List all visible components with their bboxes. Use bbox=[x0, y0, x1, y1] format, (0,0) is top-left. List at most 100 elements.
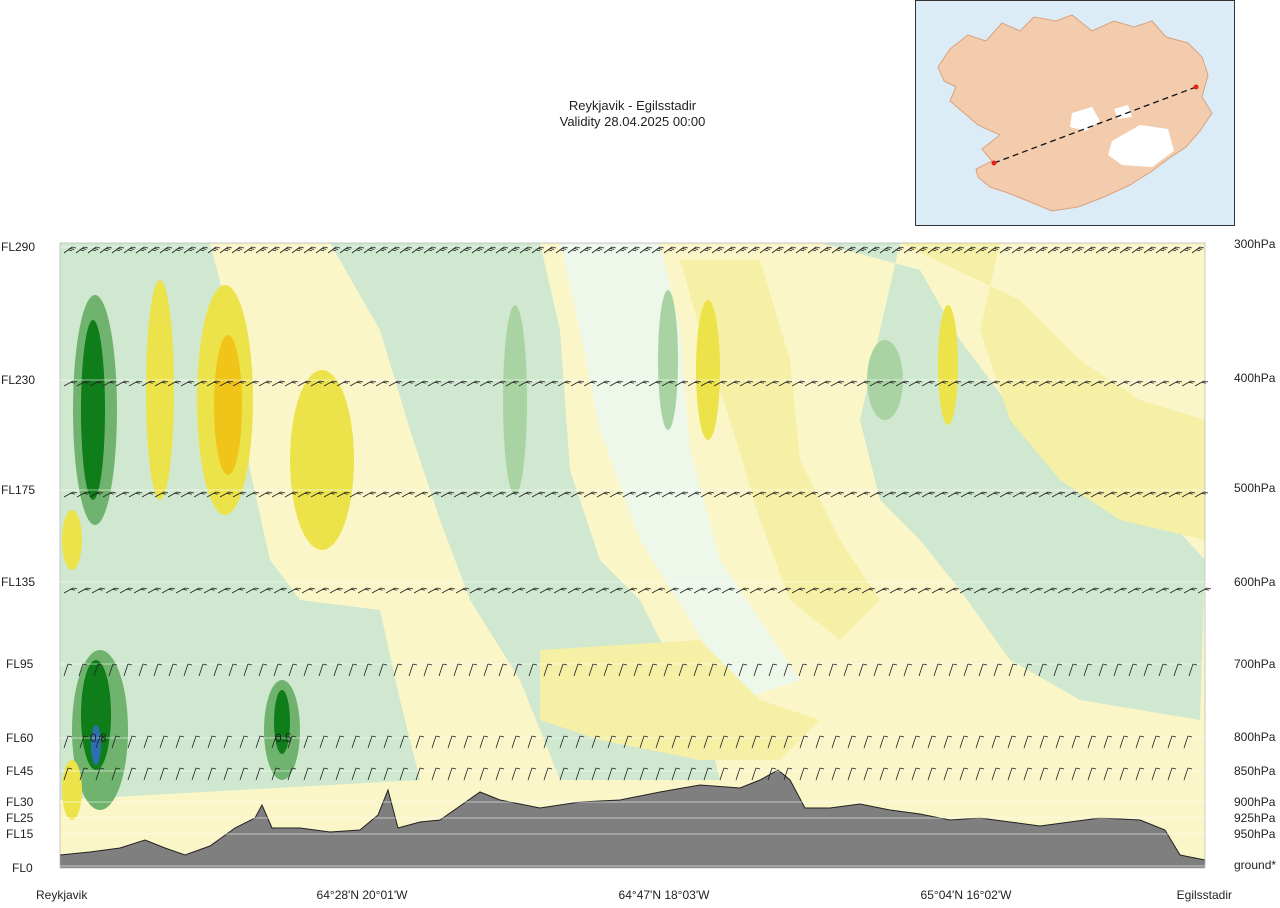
wind-barb bbox=[960, 380, 975, 387]
left-tick-label: FL60 bbox=[6, 731, 34, 745]
wind-barb bbox=[1168, 491, 1183, 498]
wind-barb bbox=[219, 380, 234, 387]
wind-barb bbox=[911, 767, 921, 781]
wind-barb bbox=[455, 587, 470, 594]
wind-barb bbox=[531, 246, 545, 254]
wind-barb bbox=[975, 767, 985, 781]
wind-barb bbox=[343, 587, 358, 594]
wind-barb bbox=[127, 735, 137, 749]
right-tick-label: 600hPa bbox=[1234, 575, 1276, 589]
wind-barb bbox=[939, 246, 953, 254]
wind-barb bbox=[973, 491, 988, 498]
wind-barb bbox=[768, 663, 778, 677]
wind-barb bbox=[191, 735, 201, 749]
wind-barb bbox=[1038, 380, 1053, 387]
wind-barb bbox=[700, 491, 715, 498]
wind-barb bbox=[875, 587, 890, 594]
wind-barb bbox=[791, 587, 806, 594]
wind-barb bbox=[1064, 491, 1079, 498]
wind-barb bbox=[867, 246, 881, 254]
wind-barb bbox=[93, 663, 103, 677]
wind-barb bbox=[895, 735, 905, 749]
wind-barb bbox=[1025, 380, 1040, 387]
wind-barb bbox=[847, 587, 862, 594]
wind-barb bbox=[1059, 246, 1073, 254]
wind-barb bbox=[239, 735, 249, 749]
field-yellow-col-3 bbox=[290, 370, 354, 550]
wind-barb bbox=[287, 767, 297, 781]
wind-barb bbox=[805, 587, 820, 594]
wind-barb bbox=[987, 246, 1001, 254]
wind-barb bbox=[959, 735, 969, 749]
wind-barb bbox=[327, 246, 341, 254]
wind-barb bbox=[1001, 587, 1016, 594]
wind-barb bbox=[863, 767, 873, 781]
wind-barb bbox=[255, 735, 265, 749]
wind-barb bbox=[1142, 491, 1157, 498]
wind-barb bbox=[609, 491, 624, 498]
wind-barb bbox=[492, 491, 507, 498]
wind-barb bbox=[999, 491, 1014, 498]
wind-barb bbox=[323, 380, 338, 387]
wind-barb bbox=[159, 735, 169, 749]
wind-barb bbox=[973, 587, 988, 594]
wind-barb bbox=[383, 735, 393, 749]
wind-barb bbox=[401, 380, 416, 387]
wind-barb bbox=[223, 767, 233, 781]
wind-barb bbox=[479, 767, 489, 781]
wind-barb bbox=[595, 587, 610, 594]
wind-barb bbox=[463, 735, 473, 749]
wind-barb bbox=[63, 380, 78, 387]
wind-barb bbox=[927, 735, 937, 749]
wind-barb bbox=[363, 663, 373, 677]
wind-barb bbox=[679, 587, 694, 594]
wind-barb bbox=[99, 246, 113, 254]
wind-barb bbox=[856, 380, 871, 387]
right-tick-label: 400hPa bbox=[1234, 371, 1276, 385]
wind-barb bbox=[607, 767, 617, 781]
wind-barb bbox=[648, 491, 663, 498]
wind-barb bbox=[323, 491, 338, 498]
wind-barb bbox=[255, 246, 269, 254]
wind-barb bbox=[933, 663, 943, 677]
field-green-small-2 bbox=[658, 290, 678, 430]
wind-barb bbox=[1155, 246, 1169, 254]
wind-barb bbox=[147, 587, 162, 594]
wind-barb bbox=[661, 380, 676, 387]
wind-barb bbox=[1068, 663, 1078, 677]
wind-barb bbox=[1113, 587, 1128, 594]
x-tick-label: 64°47'N 18°03'W bbox=[619, 888, 711, 902]
wind-barb bbox=[183, 246, 197, 254]
wind-barb bbox=[291, 246, 305, 254]
wind-barb bbox=[855, 246, 869, 254]
wind-barb bbox=[271, 767, 281, 781]
wind-barb bbox=[558, 663, 568, 677]
wind-barb bbox=[303, 663, 313, 677]
wind-barb bbox=[453, 491, 468, 498]
wind-barb bbox=[831, 767, 841, 781]
wind-barb bbox=[1012, 491, 1027, 498]
wind-barb bbox=[243, 663, 253, 677]
wind-barb bbox=[1099, 587, 1114, 594]
wind-barb bbox=[759, 246, 773, 254]
wind-barb bbox=[591, 246, 605, 254]
wind-barb bbox=[287, 587, 302, 594]
wind-barb bbox=[143, 767, 153, 781]
wind-barb bbox=[911, 735, 921, 749]
wind-barb bbox=[975, 246, 989, 254]
wind-barb bbox=[699, 246, 713, 254]
wind-barb bbox=[633, 663, 643, 677]
wind-barb bbox=[674, 491, 689, 498]
wind-barb bbox=[687, 380, 702, 387]
left-axis: FL290 FL230 FL175 FL135 FL95 FL60 FL45 F… bbox=[1, 240, 35, 875]
wind-barb bbox=[175, 587, 190, 594]
field-yellow-small bbox=[62, 510, 82, 570]
wind-barb bbox=[583, 380, 598, 387]
wind-barb bbox=[713, 380, 728, 387]
wind-barb bbox=[1023, 246, 1037, 254]
wind-barb bbox=[531, 491, 546, 498]
wind-barb bbox=[637, 587, 652, 594]
wind-barb bbox=[665, 587, 680, 594]
wind-barb bbox=[1038, 491, 1053, 498]
wind-barb bbox=[357, 587, 372, 594]
